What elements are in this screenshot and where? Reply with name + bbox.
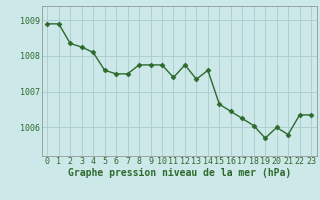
X-axis label: Graphe pression niveau de la mer (hPa): Graphe pression niveau de la mer (hPa): [68, 168, 291, 178]
